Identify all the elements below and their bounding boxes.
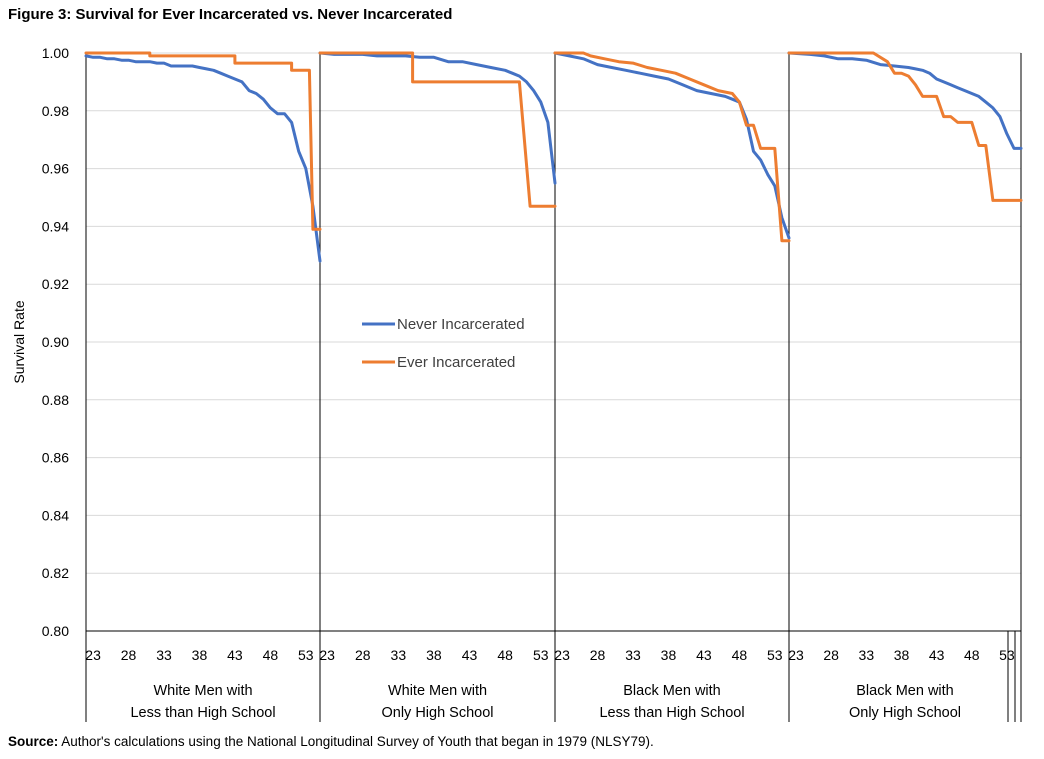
x-tick-label: 48 (263, 647, 279, 663)
x-tick-label: 23 (319, 647, 335, 663)
y-tick-label: 0.96 (42, 161, 69, 177)
x-tick-label: 38 (192, 647, 208, 663)
panel-label-line2: Only High School (381, 705, 493, 721)
panel-label-line1: Black Men with (623, 683, 721, 699)
panel-dividers (85, 53, 1022, 722)
source-note: Source: Author's calculations using the … (8, 734, 654, 749)
series-line (318, 51, 557, 185)
series-line (787, 51, 1023, 202)
panel-label-line2: Only High School (849, 705, 961, 721)
source-label: Source: (8, 734, 59, 749)
y-tick-label: 0.92 (42, 276, 69, 292)
panel-label-line2: Less than High School (599, 705, 744, 721)
y-axis-title: Survival Rate (11, 300, 27, 383)
legend: Never Incarcerated Ever Incarcerated (362, 316, 525, 371)
x-tick-label: 38 (661, 647, 677, 663)
x-tick-label: 43 (462, 647, 478, 663)
x-tick-label: 33 (156, 647, 172, 663)
x-axis: 23 28 33 38 43 48 53 White Men with Less than Hi… (85, 647, 1015, 721)
y-tick-label: 0.80 (42, 623, 69, 639)
panel-label-line1: White Men with (153, 683, 252, 699)
x-tick-label: 43 (929, 647, 945, 663)
x-tick-label: 33 (625, 647, 641, 663)
x-tick-label: 23 (788, 647, 804, 663)
x-tick-label: 53 (999, 647, 1015, 663)
x-tick-label: 33 (859, 647, 875, 663)
series-line (84, 54, 322, 263)
series-line (553, 51, 791, 240)
x-tick-label: 53 (767, 647, 783, 663)
x-tick-label: 28 (121, 647, 137, 663)
series-lines (84, 51, 1023, 263)
series-line (553, 51, 791, 243)
y-tick-label: 1.00 (42, 45, 69, 61)
series-line (787, 51, 1023, 150)
x-tick-label: 48 (732, 647, 748, 663)
x-tick-label: 33 (391, 647, 407, 663)
x-tick-label: 28 (355, 647, 371, 663)
y-tick-label: 0.86 (42, 450, 69, 466)
figure-title: Figure 3: Survival for Ever Incarcerated… (8, 6, 453, 23)
gridlines (86, 52, 1021, 574)
x-tick-label: 28 (823, 647, 839, 663)
source-text: Author's calculations using the National… (61, 734, 654, 749)
y-axis: 0.80 0.82 0.84 0.86 0.88 0.90 0.92 0.94 0.96 0.98… (11, 45, 69, 639)
panel-label-line1: White Men with (388, 683, 487, 699)
panel-label-line2: Less than High School (130, 705, 275, 721)
legend-label: Ever Incarcerated (397, 354, 515, 371)
panel-label-line1: Black Men with (856, 683, 954, 699)
x-tick-label: 23 (554, 647, 570, 663)
y-tick-label: 0.98 (42, 103, 69, 119)
x-tick-label: 48 (964, 647, 980, 663)
x-tick-label: 28 (590, 647, 606, 663)
legend-label: Never Incarcerated (397, 316, 525, 333)
x-tick-label: 43 (696, 647, 712, 663)
y-tick-label: 0.90 (42, 334, 69, 350)
x-tick-label: 38 (426, 647, 442, 663)
series-line (318, 51, 557, 208)
x-tick-label: 53 (298, 647, 314, 663)
y-tick-label: 0.82 (42, 565, 69, 581)
x-tick-label: 53 (533, 647, 549, 663)
series-line (84, 51, 322, 231)
x-tick-label: 48 (497, 647, 513, 663)
x-tick-label: 38 (894, 647, 910, 663)
y-tick-label: 0.88 (42, 392, 69, 408)
y-tick-label: 0.84 (42, 507, 69, 523)
y-tick-label: 0.94 (42, 218, 69, 234)
x-tick-label: 43 (227, 647, 243, 663)
x-tick-label: 23 (85, 647, 101, 663)
